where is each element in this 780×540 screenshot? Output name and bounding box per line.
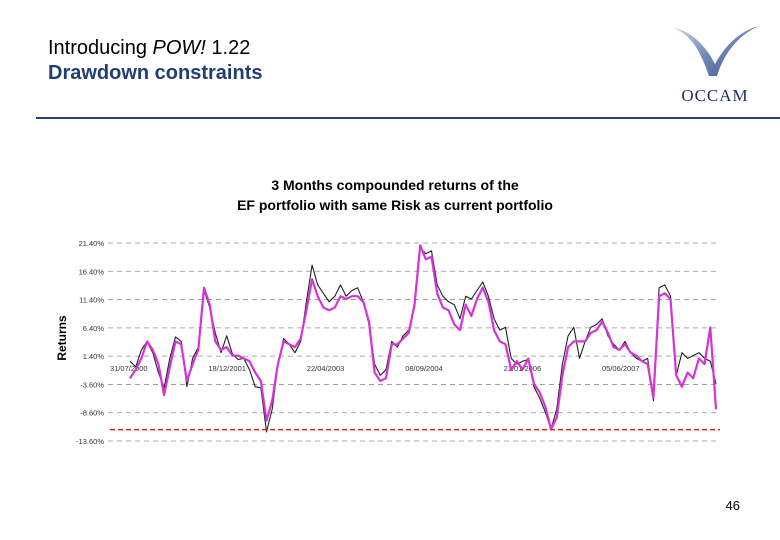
y-tick-label: 21.40% (79, 239, 105, 248)
x-tick-label: 08/09/2004 (405, 364, 443, 373)
occam-logo: OCCAM (665, 22, 765, 112)
x-tick-label: 22/04/2003 (307, 364, 345, 373)
x-tick-label: 05/06/2007 (602, 364, 640, 373)
y-tick-label: 1.40% (83, 352, 105, 361)
title-plain: Introducing (48, 37, 153, 59)
y-tick-label: 11.40% (79, 296, 104, 305)
x-tick-label: 18/12/2001 (208, 364, 246, 373)
series-line-ef-portfolio (129, 244, 718, 431)
slide-title: Introducing POW! 1.22 Drawdown constrain… (48, 36, 262, 86)
title-product: POW! (152, 37, 206, 59)
y-tick-label: 6.40% (83, 324, 105, 333)
logo-v-icon (673, 26, 759, 76)
page-number: 46 (725, 498, 740, 513)
y-tick-label: 16.40% (79, 267, 105, 276)
y-tick-label: -3.60% (80, 380, 104, 389)
slide-title-line: Introducing POW! 1.22 (48, 36, 262, 61)
series-line-current-portfolio (129, 247, 717, 433)
y-axis-label: Returns (55, 315, 69, 361)
x-tick-label: 31/07/2000 (110, 364, 148, 373)
chart-title-line-2: EF portfolio with same Risk as current p… (237, 197, 553, 213)
slide-subtitle: Drawdown constraints (48, 62, 263, 84)
header-rule (36, 117, 780, 119)
chart-title: 3 Months compounded returns of the EF po… (200, 175, 590, 215)
chart-title-line-1: 3 Months compounded returns of the (271, 177, 519, 193)
y-tick-label: -13.60% (76, 437, 104, 446)
y-tick-label: -8.60% (80, 409, 104, 418)
title-version: 1.22 (205, 37, 251, 59)
logo-text: OCCAM (681, 86, 749, 105)
